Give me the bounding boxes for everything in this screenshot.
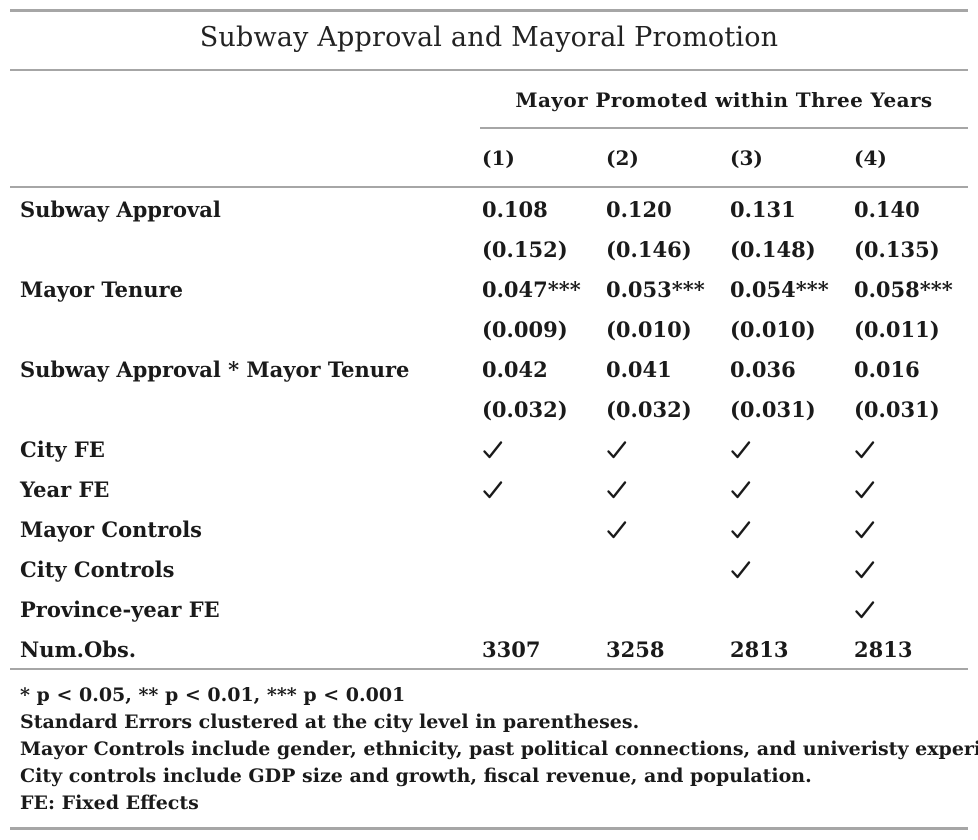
note-fixed-effects: FE: Fixed Effects [20, 792, 199, 814]
row-label-mayor-controls: Mayor Controls [20, 517, 202, 542]
checkmark-icon [731, 521, 751, 539]
note-mayor-controls: Mayor Controls include gender, ethnicity… [20, 738, 978, 760]
coef-cell: 0.047*** [482, 277, 581, 302]
checkmark-icon [483, 441, 503, 459]
checkmark-icon [731, 441, 751, 459]
checkmark-icon [855, 561, 875, 579]
column-header-4: (4) [854, 146, 887, 170]
top-rule [10, 9, 968, 12]
bottom-rule [10, 827, 968, 830]
se-cell: (0.152) [482, 237, 568, 262]
note-significance: * p < 0.05, ** p < 0.01, *** p < 0.001 [20, 684, 406, 706]
coef-cell: 0.053*** [606, 277, 705, 302]
se-cell: (0.032) [482, 397, 568, 422]
header-bottom-rule [10, 186, 968, 188]
num-obs-cell: 3307 [482, 637, 541, 662]
se-cell: (0.146) [606, 237, 692, 262]
se-cell: (0.010) [606, 317, 692, 342]
group-header: Mayor Promoted within Three Years [515, 88, 933, 112]
table-title: Subway Approval and Mayoral Promotion [199, 22, 779, 53]
checkmark-icon [483, 481, 503, 499]
checkmark-icon [607, 521, 627, 539]
se-cell: (0.010) [730, 317, 816, 342]
row-label-mayor-tenure: Mayor Tenure [20, 277, 183, 302]
se-cell: (0.031) [854, 397, 940, 422]
coef-cell: 0.016 [854, 357, 920, 382]
note-standard-errors: Standard Errors clustered at the city le… [20, 711, 640, 733]
se-cell: (0.009) [482, 317, 568, 342]
row-label-num-obs: Num.Obs. [20, 637, 137, 662]
num-obs-cell: 3258 [606, 637, 665, 662]
coef-cell: 0.042 [482, 357, 548, 382]
column-header-3: (3) [730, 146, 763, 170]
checkmark-icon [731, 481, 751, 499]
coef-cell: 0.054*** [730, 277, 829, 302]
se-cell: (0.148) [730, 237, 816, 262]
se-cell: (0.032) [606, 397, 692, 422]
checkmark-icon [607, 441, 627, 459]
coef-cell: 0.140 [854, 197, 920, 222]
checkmark-icon [855, 601, 875, 619]
se-cell: (0.031) [730, 397, 816, 422]
coef-cell: 0.036 [730, 357, 796, 382]
coef-cell: 0.041 [606, 357, 672, 382]
group-header-rule [480, 127, 968, 129]
coef-cell: 0.131 [730, 197, 796, 222]
body-bottom-rule [10, 668, 968, 670]
column-header-2: (2) [606, 146, 639, 170]
checkmark-icon [855, 521, 875, 539]
checkmark-icon [855, 441, 875, 459]
row-label-interaction: Subway Approval * Mayor Tenure [20, 357, 410, 382]
checkmark-icon [607, 481, 627, 499]
se-cell: (0.011) [854, 317, 940, 342]
se-cell: (0.135) [854, 237, 940, 262]
checkmark-icon [731, 561, 751, 579]
num-obs-cell: 2813 [730, 637, 789, 662]
column-header-1: (1) [482, 146, 515, 170]
row-label-city-controls: City Controls [20, 557, 175, 582]
coef-cell: 0.058*** [854, 277, 953, 302]
num-obs-cell: 2813 [854, 637, 913, 662]
checkmark-icon [855, 481, 875, 499]
note-city-controls: City controls include GDP size and growt… [20, 765, 812, 787]
row-label-province-year-fe: Province-year FE [20, 597, 220, 622]
row-label-year-fe: Year FE [20, 477, 110, 502]
row-label-city-fe: City FE [20, 437, 105, 462]
row-label-subway-approval: Subway Approval [20, 197, 221, 222]
coef-cell: 0.108 [482, 197, 548, 222]
title-rule [10, 69, 968, 71]
coef-cell: 0.120 [606, 197, 672, 222]
